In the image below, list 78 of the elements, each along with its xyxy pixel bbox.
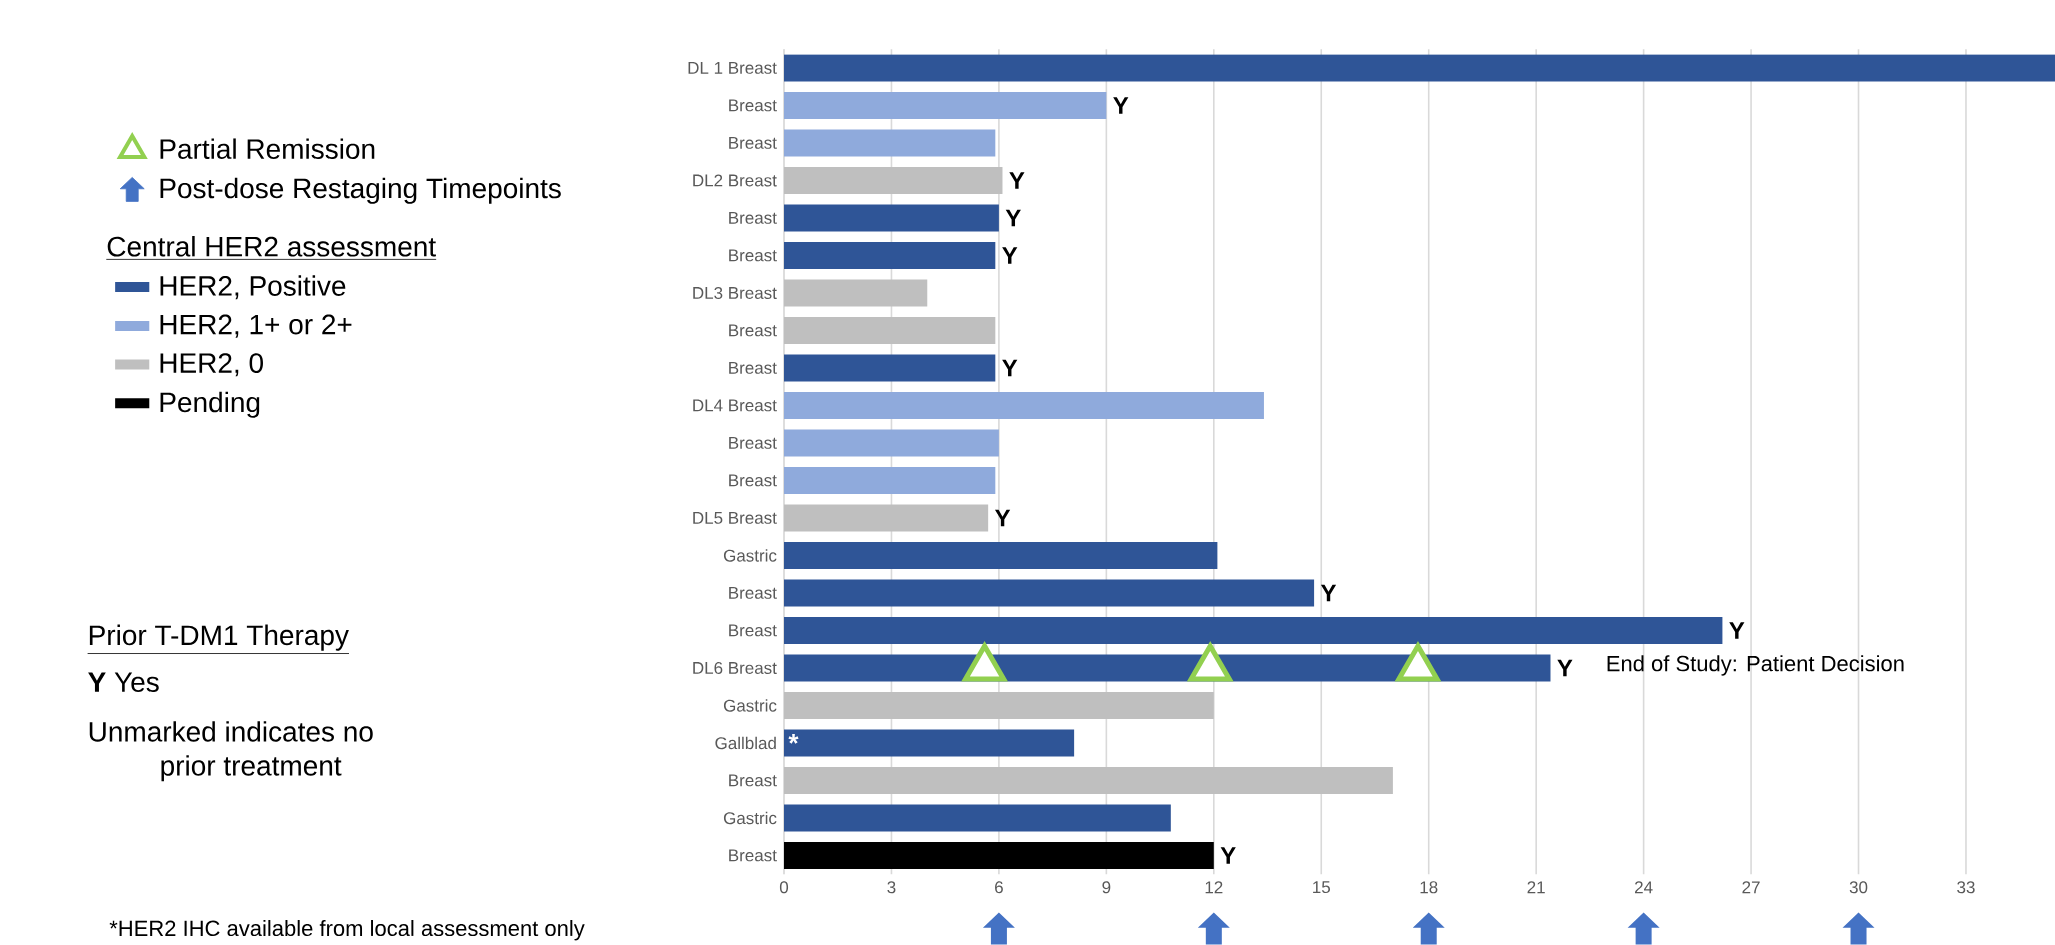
bar [784, 354, 996, 382]
x-tick-label: 21 [1527, 881, 1545, 894]
bar [784, 729, 1075, 757]
bar [784, 241, 996, 269]
annotation: End of Study: Patient Decision [1607, 655, 1904, 676]
bar [784, 429, 999, 457]
y-tick-label: Breast [729, 137, 777, 149]
text: Prior T-DM1 Therapy [89, 624, 349, 651]
x-tick-label: 3 [887, 881, 896, 894]
y-tick-label: DL5 Breast [693, 512, 777, 524]
x-tick-label: 15 [1313, 881, 1331, 894]
y-tick-label: Breast [729, 774, 777, 787]
data-label: Y [1002, 247, 1018, 264]
y-tick-label: Gastric [723, 811, 777, 825]
bar [784, 279, 928, 307]
bar [784, 841, 1214, 869]
x-tick-label: 33 [1957, 881, 1975, 894]
bar [784, 579, 1315, 607]
y-tick-label: DL3 Breast [693, 286, 777, 299]
y-tick-label: Breast [729, 437, 777, 449]
y-tick-label: DL2 Breast [693, 174, 777, 187]
bar [784, 541, 1218, 569]
text: Unmarked indicates no prior treatment [89, 721, 373, 782]
x-tick-label: 6 [995, 881, 1003, 894]
y-tick-label: DL6 Breast [693, 661, 777, 674]
data-label: Y [1113, 97, 1129, 114]
y-tick-label: DL 1 Breast [688, 62, 777, 74]
data-label: Y [1002, 359, 1018, 377]
bar [784, 691, 1214, 719]
data-label: Y [1220, 847, 1236, 864]
bar [784, 91, 1107, 119]
x-tick-label: 12 [1205, 881, 1223, 894]
x-tick-label: 0 [779, 881, 789, 894]
data-label: Y [1557, 659, 1573, 677]
legend-label: Pending [160, 391, 260, 418]
y-tick-label: Breast [729, 324, 777, 337]
data-label: Y [994, 509, 1011, 527]
data-label: Y [1729, 622, 1745, 639]
y-tick-label: DL4 Breast [693, 399, 777, 412]
bar [784, 504, 989, 532]
data-label: Y [1320, 584, 1337, 602]
y-tick-label: Breast [729, 474, 777, 487]
data-label: Y [1005, 209, 1021, 227]
x-tick-label: 18 [1420, 881, 1438, 894]
bar [784, 391, 1264, 419]
data-label: Y [1009, 172, 1025, 189]
y-tick-label: Gastric [723, 699, 777, 712]
y-tick-label: Breast [729, 849, 777, 862]
y-tick-label: Gastric [723, 549, 777, 562]
annotation: * [788, 734, 799, 744]
y-tick-label: Gallblad [715, 736, 776, 750]
x-tick-label: 9 [1102, 881, 1111, 894]
text: Y Yes [88, 672, 159, 693]
bar [784, 166, 1003, 194]
bar [784, 766, 1393, 794]
bar [784, 616, 1723, 644]
y-tick-label: Breast [729, 249, 777, 262]
y-tick-label: Breast [729, 587, 777, 599]
legend-title: Central HER2 assessment [107, 236, 436, 257]
bar [784, 54, 2055, 82]
legend-label: HER2, 1+ or 2+ [160, 314, 352, 338]
x-tick-label: 24 [1635, 881, 1653, 894]
text: *HER2 IHC available from local assessment only [109, 919, 585, 941]
legend-label: HER2, 0 [160, 353, 263, 377]
bar [784, 129, 996, 157]
x-tick-label: 27 [1742, 881, 1760, 894]
y-tick-label: Breast [729, 624, 777, 637]
bar [784, 804, 1171, 832]
legend-label: HER2, Positive [160, 275, 346, 300]
bar [784, 316, 996, 344]
x-tick-label: 30 [1849, 881, 1868, 894]
y-tick-label: Breast [729, 99, 777, 112]
text: Post-dose Restaging Timepoints [160, 177, 561, 204]
y-tick-label: Breast [729, 362, 777, 374]
legend-label: Partial Remission [160, 138, 375, 160]
bar [784, 466, 996, 494]
y-tick-label: Breast [729, 212, 777, 224]
bar [784, 204, 999, 232]
